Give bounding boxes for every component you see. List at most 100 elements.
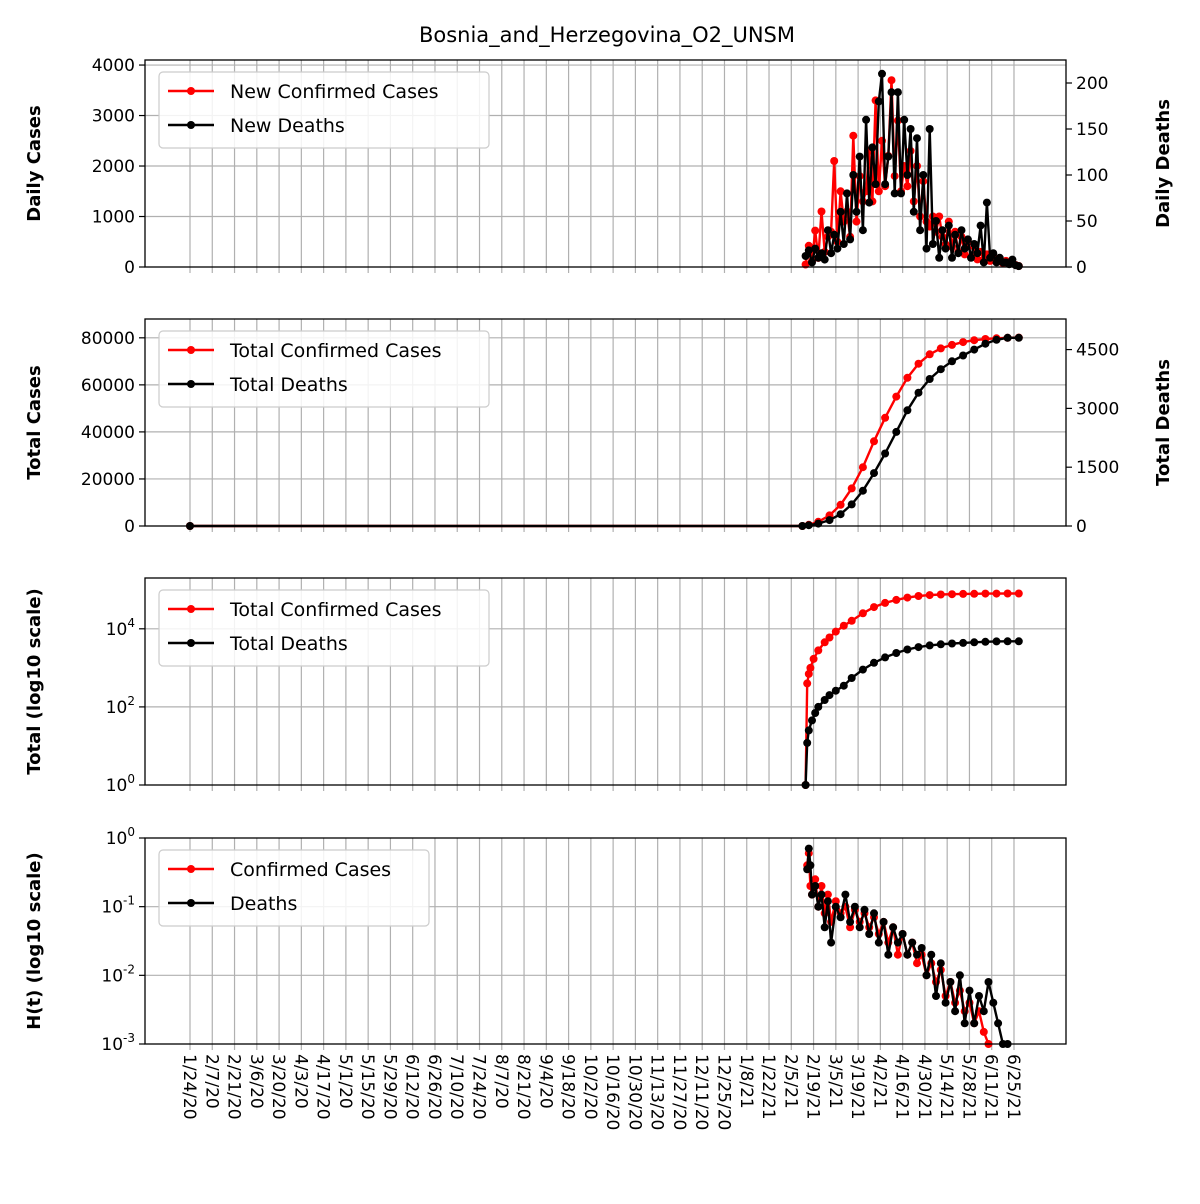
y-tick-label: 1000 [92, 208, 135, 228]
x-tick-label: 6/26/20 [424, 1054, 444, 1120]
panel-daily-yticks-right: 0 50 100 150 200 [1066, 74, 1108, 278]
data-point [981, 637, 990, 646]
data-point [808, 258, 816, 267]
panel-hazard-plot [803, 844, 1012, 1048]
data-point [849, 131, 858, 140]
x-tick-label: 3/19/21 [847, 1054, 867, 1120]
y-tick-label: 60000 [81, 376, 135, 396]
data-point [936, 365, 945, 374]
data-point [981, 339, 990, 348]
y-tick-label: 100 [106, 772, 135, 796]
data-point [814, 702, 823, 711]
x-tick-labels: 1/24/20 2/7/20 2/21/20 3/6/20 3/20/20 4/3/20 4… [179, 1054, 1023, 1130]
data-point [900, 115, 909, 124]
data-point [847, 500, 856, 509]
data-point [803, 679, 812, 688]
data-point [913, 959, 921, 968]
panel-daily-ylabel: Daily Cases [24, 105, 45, 221]
legend-marker [187, 380, 195, 388]
panel-daily: 0 1000 2000 3000 4000 0 50 100 150 200 Daily Cas… [24, 56, 1174, 278]
data-point [830, 157, 839, 165]
y-tick-label-right: 50 [1076, 212, 1098, 232]
data-point [959, 589, 968, 598]
y-tick-label: 10-3 [101, 1031, 135, 1055]
data-point [846, 917, 855, 926]
data-point [960, 250, 969, 259]
data-point [1003, 333, 1012, 342]
series-line [190, 336, 1019, 528]
data-point [955, 971, 964, 980]
data-point [992, 637, 1001, 646]
y-tick-label-right: 100 [1076, 166, 1108, 186]
data-point [817, 249, 826, 258]
panel-log-total-frame [144, 577, 1067, 786]
panel-total-ylabel: Total Cases [24, 365, 45, 479]
y-tick-label: 2000 [92, 157, 135, 177]
data-point [811, 226, 820, 235]
data-point [951, 1007, 960, 1016]
data-point [892, 649, 901, 657]
x-tick-label: 2/21/20 [224, 1054, 244, 1120]
x-tick-label: 8/21/20 [513, 1054, 533, 1120]
x-tick-label: 4/17/20 [313, 1054, 333, 1120]
data-point [925, 641, 934, 650]
data-point [881, 413, 890, 422]
x-tick-label: 9/18/20 [558, 1054, 578, 1120]
data-point [865, 930, 874, 938]
data-point [925, 125, 934, 133]
data-point [890, 189, 899, 198]
data-point [914, 592, 923, 600]
panel-log_total-yticks: 100 102 104 [106, 616, 145, 796]
y-tick-label: 20000 [81, 470, 135, 490]
data-point [814, 902, 823, 911]
data-point [954, 249, 963, 258]
panel-daily-plot [801, 69, 1023, 271]
data-point [893, 938, 902, 947]
x-tick-label: 1/22/21 [758, 1054, 778, 1120]
legend-box [158, 71, 490, 149]
panel-log_total-legend: Total Confirmed Cases Total Deaths [158, 589, 490, 667]
data-point [820, 923, 829, 932]
x-tick-label: 4/30/21 [914, 1054, 934, 1120]
x-tick-label: 1/24/20 [179, 1054, 199, 1120]
data-point [970, 345, 979, 354]
data-point [825, 691, 834, 700]
panel-total-legend: Total Confirmed Cases Total Deaths [158, 330, 490, 408]
data-point [811, 244, 820, 253]
data-point [893, 88, 902, 97]
data-point [860, 905, 869, 914]
panel-hazard: 10-3 10-2 10-1 100 H(t) (log10 scale) Confi… [24, 825, 1067, 1055]
data-point [903, 950, 912, 959]
data-point [979, 1027, 988, 1036]
y-tick-label-right: 0 [1076, 258, 1087, 278]
panel-total-frame [144, 318, 1067, 527]
data-point [870, 909, 878, 918]
data-point [831, 902, 840, 911]
data-point [903, 593, 912, 602]
data-point [957, 226, 966, 235]
data-point [858, 609, 867, 618]
panel-log-total: 100 102 104 Total (log10 scale) Total Conf… [24, 577, 1067, 796]
panel-total-yticks-right: 0 1500 3000 4500 [1066, 341, 1119, 537]
data-point [981, 589, 990, 598]
legend-entry: Total Deaths [229, 374, 348, 396]
data-point [917, 944, 926, 952]
legend-marker [187, 605, 195, 613]
data-point [1014, 262, 1023, 271]
data-point [925, 375, 934, 383]
x-tick-label: 7/10/20 [446, 1054, 466, 1120]
data-point [839, 240, 848, 248]
data-point [852, 217, 861, 226]
data-point [830, 230, 839, 239]
data-point [903, 373, 912, 382]
data-point [858, 486, 867, 495]
data-point [831, 897, 840, 906]
data-point [871, 180, 880, 189]
data-point [814, 646, 823, 655]
data-point [858, 665, 867, 674]
data-point [914, 388, 923, 397]
data-point [868, 143, 877, 152]
data-point [811, 882, 820, 890]
x-tick-label: 5/14/21 [936, 1054, 956, 1120]
